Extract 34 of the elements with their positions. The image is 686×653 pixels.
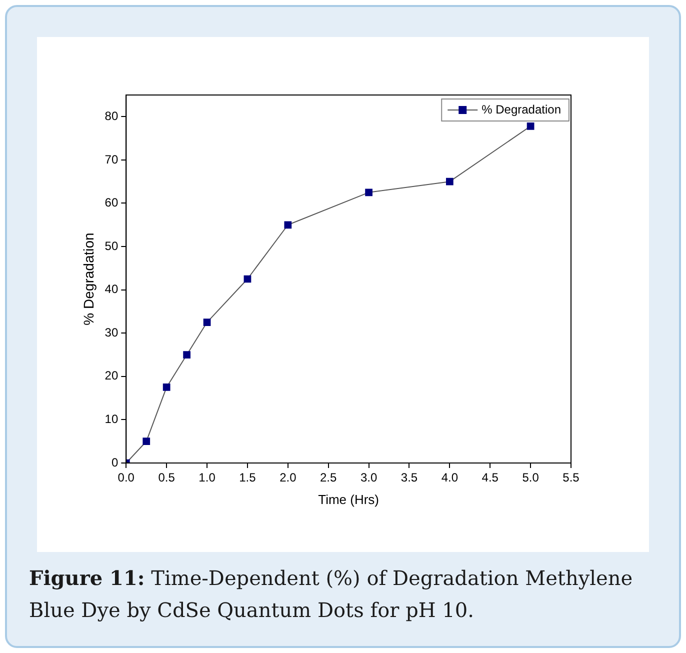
- y-tick-label: 30: [104, 325, 118, 340]
- x-tick-label: 3.5: [400, 470, 418, 485]
- y-tick-label: 80: [104, 108, 118, 123]
- point: [365, 188, 372, 196]
- x-tick-label: 5.0: [522, 470, 540, 485]
- x-tick-label: 4.0: [441, 470, 458, 485]
- point: [284, 221, 292, 229]
- y-tick-label: 50: [104, 238, 118, 253]
- point: [183, 351, 190, 358]
- point: [244, 275, 252, 283]
- x-tick-label: 0.0: [118, 470, 135, 485]
- point: [142, 438, 150, 446]
- y-tick-label: 20: [104, 368, 118, 383]
- caption: Figure 11: Time-Dependent (%) of Degradation Methylene Blue Dye by CdSe Quantum Dots for pH 10.: [29, 566, 633, 622]
- point: [203, 318, 211, 326]
- point: [162, 384, 170, 391]
- legend-label: % Degradation: [482, 102, 562, 116]
- x-tick-label: 1.5: [239, 470, 256, 485]
- y-tick-label: 0: [111, 455, 118, 470]
- y-tick-label: 70: [104, 152, 118, 166]
- x-tick-label: 4.5: [482, 470, 499, 485]
- y-tick-label: 10: [104, 412, 118, 426]
- y-tick-label: 60: [104, 196, 118, 210]
- x-axis-title: Time (Hrs): [318, 492, 380, 507]
- x-tick-label: 2.5: [320, 470, 338, 485]
- x-tick-label: 5.5: [562, 470, 580, 485]
- x-tick-label: 3.0: [360, 470, 378, 485]
- y-axis-title: % Degradation: [80, 232, 96, 326]
- point: [446, 178, 454, 186]
- x-tick-label: 2.0: [280, 470, 297, 485]
- point: [526, 122, 534, 130]
- x-tick-label: 1.0: [198, 470, 216, 485]
- y-tick-label: 40: [104, 282, 118, 296]
- x-tick-label: 0.5: [158, 470, 176, 485]
